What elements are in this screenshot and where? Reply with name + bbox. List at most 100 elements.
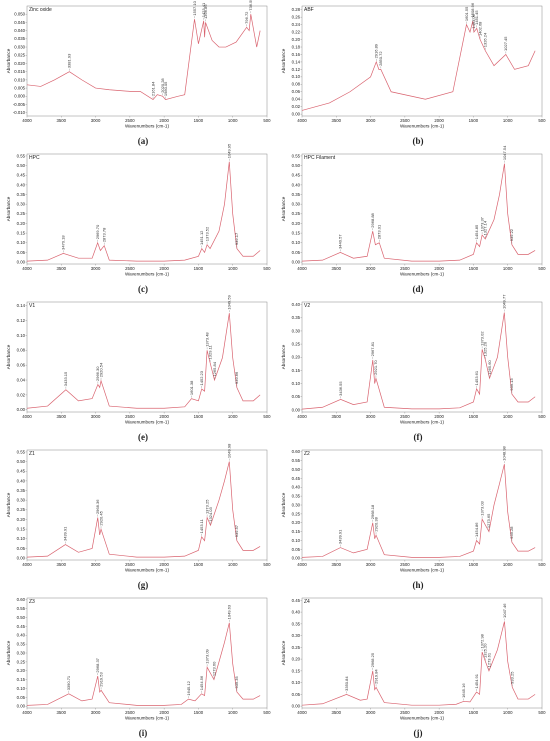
y-tick-label: 0.45 <box>17 624 26 629</box>
peak-label: 2966.30 <box>95 366 100 381</box>
spectrum-line <box>26 14 261 101</box>
y-tick-label: 0.15 <box>17 231 26 236</box>
y-tick-label: 0.30 <box>292 633 301 638</box>
y-tick-label: 0.10 <box>17 536 26 541</box>
y-tick-label: 0.20 <box>292 657 301 662</box>
x-axis-label: Wavenumbers (cm-1) <box>125 124 169 129</box>
panel: 0.00 0.05 0.10 0.15 0.20 0.25 0.30 0.35 0.40 4000… <box>281 294 546 442</box>
y-tick-label: 0.40 <box>292 182 301 187</box>
y-tick-label: 0.30 <box>17 202 26 207</box>
x-tick-label: 1000 <box>503 266 513 271</box>
plot-frame <box>301 153 543 265</box>
chart-title: HPC Filament <box>304 155 336 161</box>
y-tick-label: 0.00 <box>17 704 26 709</box>
y-tick-label: 0.030 <box>14 44 25 49</box>
y-axis-label: Absorbance <box>6 640 11 665</box>
peak-label: 939.57 <box>234 524 239 537</box>
peak-label: 939.22 <box>509 228 514 241</box>
y-axis-label: Absorbance <box>281 344 286 369</box>
y-tick-label: 0.60 <box>292 449 301 454</box>
y-tick-label: 0.40 <box>292 485 301 490</box>
peak-label: 1324.03 <box>208 507 213 522</box>
x-tick-label: 1000 <box>503 562 513 567</box>
y-tick-label: 0.00 <box>17 259 26 264</box>
x-tick-label: 3000 <box>366 266 376 271</box>
peak-label: 1326.24 <box>483 32 488 47</box>
panel: 0.00 0.05 0.10 0.15 0.20 0.25 0.30 0.35 0.40 0.45… <box>6 143 271 294</box>
chart-title: ABF <box>304 7 314 13</box>
peak-label: 2873.01 <box>377 224 382 239</box>
x-axis-label: Wavenumbers (cm-1) <box>125 420 169 425</box>
y-tick-label: 0.25 <box>292 511 301 516</box>
y-tick-label: 0.10 <box>17 333 26 338</box>
y-tick-label: 0.05 <box>292 692 301 697</box>
x-tick-label: 500 <box>263 562 271 567</box>
peak-label: 2968.36 <box>95 499 100 514</box>
x-tick-label: 500 <box>263 118 271 123</box>
panel: 0.00 0.02 0.04 0.06 0.08 0.10 0.12 0.14 4000 3500… <box>6 294 271 442</box>
spectrum-line <box>26 622 261 706</box>
y-tick-label: 0.050 <box>14 12 25 17</box>
plot-frame <box>301 5 543 117</box>
x-tick-label: 3000 <box>91 118 101 123</box>
x-tick-label: 1500 <box>469 414 479 419</box>
peak-label: 2969.70 <box>95 224 100 239</box>
y-tick-label: 0.50 <box>17 615 26 620</box>
peak-label: 3440.57 <box>338 234 343 249</box>
peak-label: 796.72 <box>244 11 249 24</box>
chart-title: Z2 <box>304 451 310 457</box>
peak-label: 1049.77 <box>502 294 507 309</box>
y-tick-label: 0.10 <box>292 680 301 685</box>
panel: 0.00 0.05 0.10 0.15 0.20 0.25 0.30 0.35 0.40 0.45… <box>6 597 271 738</box>
peak-label: 1373.37 <box>479 216 484 231</box>
x-tick-label: 2500 <box>400 562 410 567</box>
y-tick-label: 0.010 <box>14 77 25 82</box>
x-tick-label: 3000 <box>366 414 376 419</box>
y-tick-label: 0.30 <box>292 502 301 507</box>
peak-label: 1453.61 <box>474 370 479 385</box>
peak-label: 2920.38 <box>373 516 378 531</box>
peak-label: 1273.60 <box>211 661 216 676</box>
y-tick-label: 0.16 <box>292 52 301 57</box>
x-tick-label: 500 <box>538 266 546 271</box>
x-tick-label: 2500 <box>400 266 410 271</box>
chart-title: V2 <box>304 303 310 309</box>
x-tick-label: 4000 <box>297 710 307 715</box>
y-tick-label: 0.24 <box>292 22 301 27</box>
y-tick-label: 0.55 <box>292 458 301 463</box>
y-tick-label: 0.30 <box>17 498 26 503</box>
y-tick-label: -0.010 <box>13 110 26 115</box>
x-tick-label: 1500 <box>469 562 479 567</box>
x-tick-label: 2500 <box>125 562 135 567</box>
peak-label: 1452.23 <box>199 370 204 385</box>
y-tick-label: 0.20 <box>17 221 26 226</box>
y-tick-label: 0.14 <box>17 303 26 308</box>
peak-label: 1049.98 <box>227 443 232 458</box>
x-tick-label: 2000 <box>159 710 169 715</box>
peak-label: 2968.18 <box>370 504 375 519</box>
peak-label: 1645.16 <box>461 683 466 698</box>
panel: -0.010 -0.005 0.000 0.005 0.010 0.015 0.020 0.0… <box>6 0 271 146</box>
peak-label: 1273.65 <box>486 513 491 528</box>
peak-label: 1454.91 <box>474 673 479 688</box>
peak-label: 2968.25 <box>370 652 375 667</box>
x-tick-label: 2000 <box>159 562 169 567</box>
x-tick-label: 3000 <box>91 266 101 271</box>
y-tick-label: 0.005 <box>14 85 25 90</box>
y-tick-label: 0.00 <box>292 704 301 709</box>
peak-label: 1373.52 <box>204 226 209 241</box>
peak-label: 939.28 <box>509 526 514 539</box>
peak-label: 2968.88 <box>370 212 375 227</box>
y-tick-label: 0.02 <box>17 392 26 397</box>
peak-label: 2919.53 <box>98 672 103 687</box>
y-tick-label: 0.05 <box>292 250 301 255</box>
peak-label: 1049.95 <box>227 143 232 158</box>
y-axis-label: Absorbance <box>6 492 11 517</box>
x-tick-label: 3000 <box>91 710 101 715</box>
peak-label: 1047.46 <box>502 603 507 618</box>
x-tick-label: 4000 <box>297 266 307 271</box>
y-tick-label: 0.18 <box>292 44 301 49</box>
peak-label: 1453.11 <box>199 518 204 533</box>
y-tick-label: 0.20 <box>292 520 301 525</box>
x-tick-label: 1500 <box>194 118 204 123</box>
